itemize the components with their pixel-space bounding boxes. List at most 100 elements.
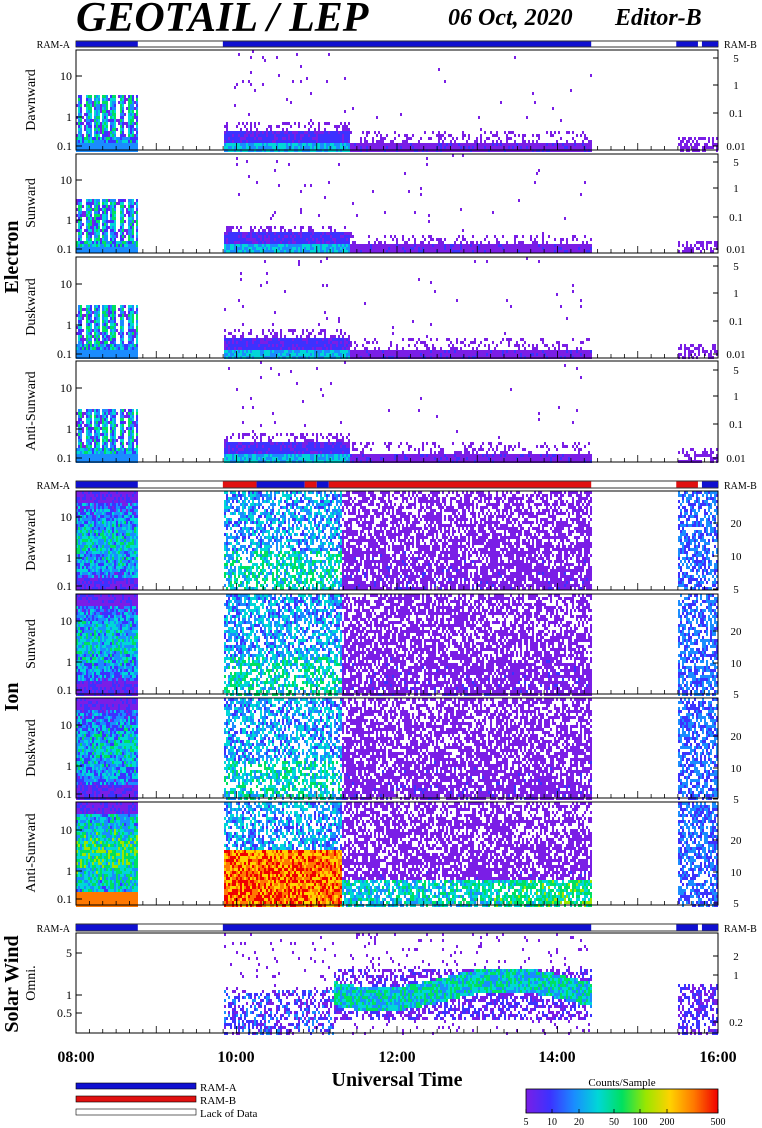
left-tick-label: 10 <box>60 381 72 395</box>
left-tick-label: 1 <box>66 759 72 773</box>
ram-label-left: RAM-A <box>37 40 71 51</box>
panel-electron-dawnward: Dawnward 10 1 0.1 5 1 0.1 0.01 <box>24 49 746 153</box>
ram-bar-segment <box>222 481 257 488</box>
ram-label-right: RAM-B <box>724 481 757 492</box>
right-tick-label: 20 <box>731 518 743 530</box>
x-tick-1400: 14:00 <box>538 1049 575 1066</box>
right-tick-label: 20 <box>731 731 743 743</box>
panel-label: Sunward <box>24 619 39 669</box>
panel-layer: Dawnward 10 1 0.1 5 1 0.1 0.01 Sunward 10 1 0.1 5 1 0.… <box>24 49 746 1035</box>
panel-electron-duskward: Duskward 10 1 0.1 5 1 0.1 0.01 <box>24 256 746 361</box>
right-tick-label: 1 <box>733 391 739 403</box>
right-tick-label: 0.1 <box>729 108 743 120</box>
right-tick-label: 5 <box>733 157 739 169</box>
left-tick-label: 10 <box>60 277 72 291</box>
colorbar: Counts/Sample 5 10 20 50 100 200 500 <box>524 1077 726 1128</box>
colorbar-tick-label: 20 <box>574 1117 584 1128</box>
right-tick-label: 10 <box>731 763 743 775</box>
right-tick-label: 20 <box>731 835 743 847</box>
legend-label-ram-b: RAM-B <box>200 1095 236 1107</box>
ram-label-right: RAM-B <box>724 40 757 51</box>
ram-bar-segment <box>676 41 698 47</box>
right-tick-label: 1 <box>733 80 739 92</box>
plot-date: 06 Oct, 2020 <box>448 5 573 31</box>
left-tick-label: 1 <box>66 864 72 878</box>
right-tick-label: 20 <box>731 626 743 638</box>
panel-label: Duskward <box>24 719 39 777</box>
right-tick-label: 2 <box>733 951 739 963</box>
panel-label: Omni. <box>24 965 39 1000</box>
ram-bar-segment <box>701 41 718 47</box>
ram-bar-segment <box>256 481 305 488</box>
panel-ion-sunward: Sunward 10 1 0.1 20 10 5 <box>24 593 743 701</box>
legend-label-ram-a: RAM-A <box>200 1082 237 1094</box>
left-tick-label: 0.1 <box>57 683 72 697</box>
solar-wind-group-label: Solar Wind <box>1 935 23 1032</box>
right-tick-label: 0.1 <box>729 212 743 224</box>
right-tick-label: 5 <box>733 898 739 910</box>
ram-bar-solar_wind: RAM-A RAM-B <box>37 923 757 935</box>
right-tick-label: 0.01 <box>726 453 745 465</box>
panel-heatmap-cells <box>76 491 718 590</box>
left-tick-label: 10 <box>60 823 72 837</box>
panel-electron-antisunward: Anti-Sunward 10 1 0.1 5 1 0.1 0.01 <box>24 360 746 465</box>
ram-bar-electron: RAM-A RAM-B <box>37 40 757 51</box>
left-tick-label: 0.1 <box>57 451 72 465</box>
left-tick-label: 0.1 <box>57 242 72 256</box>
panel-ion-antisunward: Anti-Sunward 10 1 0.1 20 10 5 <box>24 801 743 910</box>
left-tick-label: 0.1 <box>57 787 72 801</box>
left-tick-label: 5 <box>66 946 72 960</box>
panel-ion-dawnward: Dawnward 10 1 0.1 20 10 5 <box>24 490 743 596</box>
panel-ion-duskward: Duskward 10 1 0.1 20 10 5 <box>24 697 743 806</box>
plot-title: GEOTAIL / LEP <box>76 0 369 41</box>
left-tick-label: 10 <box>60 69 72 83</box>
panel-background <box>76 50 718 150</box>
ram-label-right: RAM-B <box>724 924 757 935</box>
ram-bar-segment <box>76 924 138 931</box>
right-tick-label: 10 <box>731 551 743 563</box>
left-tick-label: 1 <box>66 422 72 436</box>
panel-label: Sunward <box>24 178 39 228</box>
right-tick-label: 5 <box>733 584 739 596</box>
legend-swatch-ram-a <box>75 1082 197 1090</box>
left-tick-label: 0.1 <box>57 579 72 593</box>
electron-group-label: Electron <box>1 221 23 294</box>
panel-electron-sunward: Sunward 10 1 0.1 5 1 0.1 0.01 <box>24 153 746 256</box>
panel-label: Dawnward <box>24 69 39 130</box>
colorbar-tick-label: 10 <box>547 1117 557 1128</box>
left-tick-label: 0.1 <box>57 139 72 153</box>
plot-editor: Editor-B <box>614 5 702 31</box>
right-tick-label: 5 <box>733 794 739 806</box>
right-tick-label: 5 <box>733 689 739 701</box>
ram-bar-segment <box>222 41 592 47</box>
right-tick-label: 1 <box>733 288 739 300</box>
ram-bar-layer: RAM-A RAM-B RAM-A RAM-B RAM-A RAM-B <box>37 40 757 935</box>
left-tick-label: 1 <box>66 988 72 1002</box>
panel-solar_wind-omni: Omni. 5 1 0.5 2 1 0.2 <box>24 932 743 1035</box>
ram-bar-segment <box>304 481 317 488</box>
right-tick-label: 10 <box>731 658 743 670</box>
left-tick-label: 1 <box>66 318 72 332</box>
ram-bar-segment <box>701 481 718 488</box>
panel-background <box>76 257 718 358</box>
ram-bar-segment <box>676 481 698 488</box>
left-tick-label: 1 <box>66 110 72 124</box>
panel-background <box>76 361 718 462</box>
ion-group-label: Ion <box>1 683 23 712</box>
panel-label: Anti-Sunward <box>24 813 39 892</box>
right-tick-label: 0.01 <box>726 141 745 153</box>
ram-bar-segment <box>222 924 592 931</box>
ram-bar-segment <box>676 924 698 931</box>
left-tick-label: 0.1 <box>57 892 72 906</box>
ram-bar-ion: RAM-A RAM-B <box>37 480 757 492</box>
ram-bar-segment <box>316 481 329 488</box>
x-tick-1200: 12:00 <box>378 1049 415 1066</box>
ram-bar-segment <box>701 924 718 931</box>
colorbar-title: Counts/Sample <box>588 1077 655 1089</box>
colorbar-tick-label: 100 <box>633 1117 648 1128</box>
right-tick-label: 10 <box>731 867 743 879</box>
x-tick-0800: 08:00 <box>57 1049 94 1066</box>
left-tick-label: 10 <box>60 510 72 524</box>
x-tick-1000: 10:00 <box>217 1049 254 1066</box>
legend-label-lack: Lack of Data <box>200 1108 258 1120</box>
